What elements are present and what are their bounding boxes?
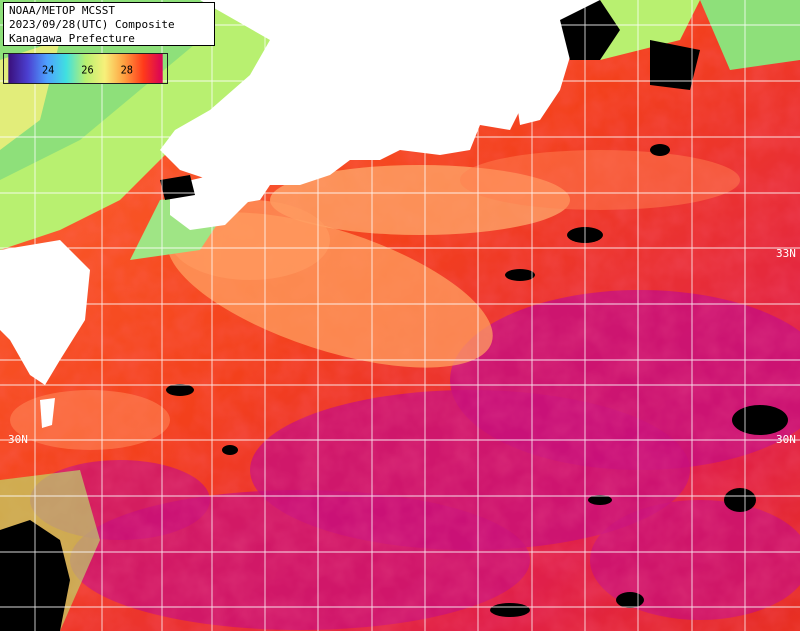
tanegashima bbox=[40, 398, 55, 428]
lat-label-33n: 33N bbox=[776, 247, 796, 260]
region-label: Kanagawa Prefecture bbox=[9, 32, 135, 45]
header-info-box: NOAA/METOP MCSST 2023/09/28(UTC) Composi… bbox=[3, 2, 215, 46]
legend-label-24: 24 bbox=[42, 65, 54, 77]
temperature-legend: 24 26 28 bbox=[3, 53, 168, 84]
lat-label-30n-right: 30N bbox=[776, 433, 796, 446]
legend-label-28: 28 bbox=[121, 65, 133, 77]
product-title: NOAA/METOP MCSST bbox=[9, 4, 115, 17]
izu-island bbox=[355, 125, 372, 155]
legend-label-26: 26 bbox=[81, 65, 93, 77]
boso bbox=[515, 85, 540, 125]
legend-colorbar bbox=[8, 54, 163, 83]
kyushu bbox=[0, 240, 90, 385]
land-masses bbox=[0, 0, 600, 428]
date-label: 2023/09/28(UTC) Composite bbox=[9, 18, 175, 31]
lat-label-30n-left: 30N bbox=[8, 433, 28, 446]
